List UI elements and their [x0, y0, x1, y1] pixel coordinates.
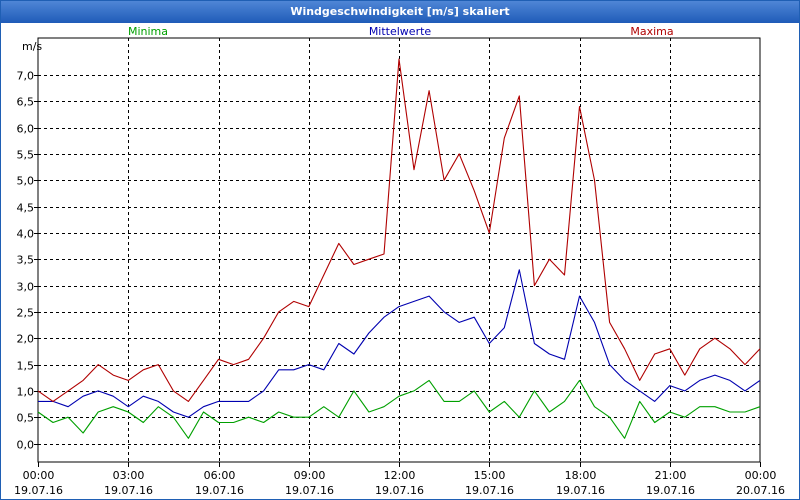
y-tick-label: 1,5: [17, 360, 35, 373]
y-tick-label: 4,5: [17, 202, 35, 215]
series-minima-line: [37, 379, 761, 439]
x-tick-time: 15:00: [474, 469, 506, 482]
x-tick-time: 00:00: [745, 469, 777, 482]
y-tick-label: 3,0: [17, 281, 35, 294]
y-axis-label: m/s: [22, 40, 42, 53]
y-tick-label: 4,0: [17, 228, 35, 241]
series-mittelwerte-line: [38, 269, 761, 418]
y-tick-label: 6,0: [17, 123, 35, 136]
x-tick-time: 03:00: [113, 469, 145, 482]
series-lines: [37, 58, 761, 439]
x-tick-date: 19.07.16: [375, 484, 424, 497]
y-axis-ticks: 0,0 0,5 1,0 1,5 2,0 2,5 3,0 3,5 4,0 4,5 5,0 5,5 6,0 6…: [17, 70, 38, 452]
y-tick-label: 5,0: [17, 175, 35, 188]
y-tick-label: 6,5: [17, 96, 35, 109]
x-tick-date: 19.07.16: [195, 484, 244, 497]
x-tick-date: 19.07.16: [104, 484, 153, 497]
x-tick-time: 06:00: [204, 469, 236, 482]
x-tick-date: 19.07.16: [556, 484, 605, 497]
x-tick-time: 18:00: [565, 469, 597, 482]
y-tick-label: 3,5: [17, 254, 35, 267]
y-tick-label: 1,0: [17, 386, 35, 399]
x-tick-time: 09:00: [294, 469, 326, 482]
y-tick-label: 0,5: [17, 412, 35, 425]
y-tick-label: 2,0: [17, 333, 35, 346]
x-tick-time: 21:00: [655, 469, 687, 482]
x-tick-date: 19.07.16: [465, 484, 514, 497]
x-tick-time: 12:00: [384, 469, 416, 482]
series-maxima-line: [37, 58, 761, 402]
x-tick-date: 19.07.16: [14, 484, 63, 497]
y-tick-label: 5,5: [17, 149, 35, 162]
x-axis-ticks: 00:00 19.07.16 03:00 19.07.16 06:00 19.07.16 0…: [14, 462, 785, 497]
y-tick-label: 2,5: [17, 307, 35, 320]
legend-maxima: Maxima: [630, 25, 673, 38]
x-tick-date: 19.07.16: [285, 484, 334, 497]
window-title: Windgeschwindigkeit [m/s] skaliert: [1, 1, 799, 23]
legend-minima: Minima: [128, 25, 168, 38]
y-tick-label: 7,0: [17, 70, 35, 83]
y-tick-label: 0,0: [17, 439, 35, 452]
legend-mittelwerte: Mittelwerte: [369, 25, 432, 38]
x-tick-time: 00:00: [23, 469, 55, 482]
x-tick-date: 19.07.16: [646, 484, 695, 497]
x-tick-date: 20.07.16: [736, 484, 785, 497]
grid: [38, 38, 760, 462]
